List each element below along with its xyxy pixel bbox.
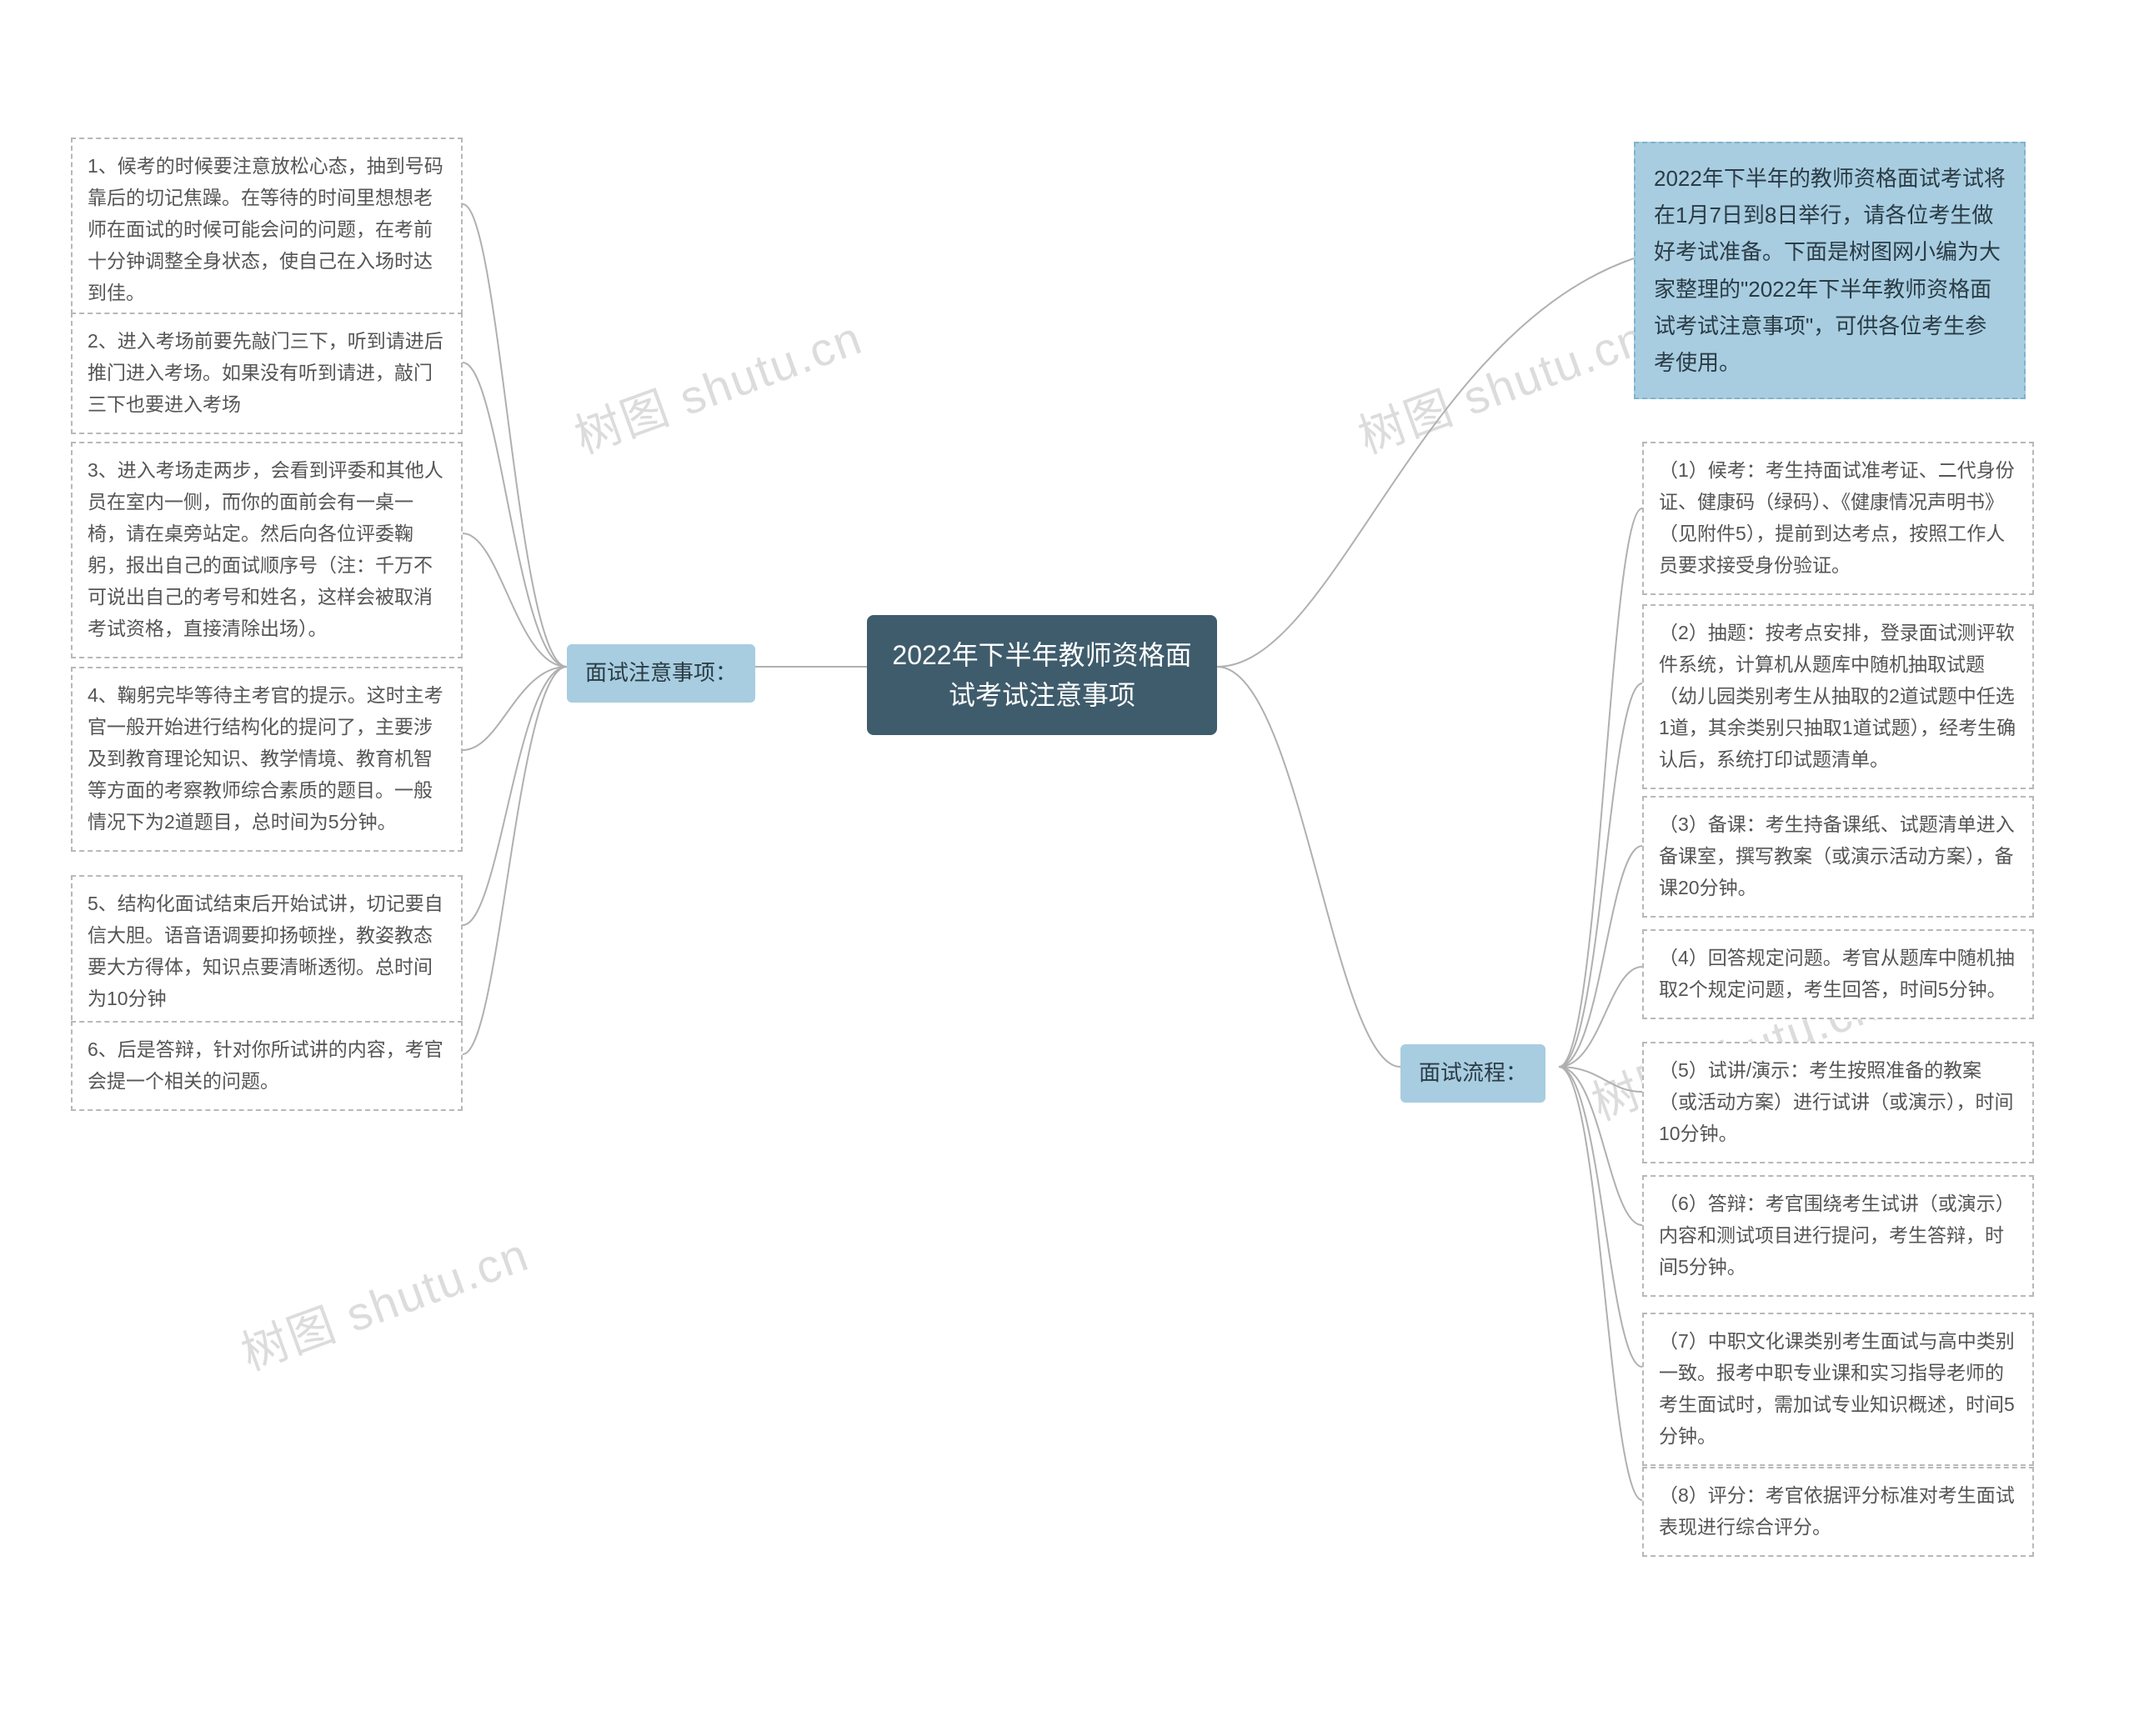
right-leaf: （2）抽题：按考点安排，登录面试测评软件系统，计算机从题库中随机抽取试题（幼儿园… xyxy=(1642,604,2034,789)
left-branch-label: 面试注意事项： xyxy=(567,644,755,703)
watermark: 树图 shutu.cn xyxy=(564,301,870,468)
right-leaf: （8）评分：考官依据评分标准对考生面试表现进行综合评分。 xyxy=(1642,1467,2034,1557)
right-leaf: （5）试讲/演示：考生按照准备的教案（或活动方案）进行试讲（或演示），时间10分… xyxy=(1642,1042,2034,1163)
right-branch-label: 面试流程： xyxy=(1400,1044,1545,1103)
right-leaf: （7）中职文化课类别考生面试与高中类别一致。报考中职专业课和实习指导老师的考生面… xyxy=(1642,1313,2034,1466)
left-leaf: 5、结构化面试结束后开始试讲，切记要自信大胆。语音语调要抑扬顿挫，教姿教态要大方… xyxy=(71,875,463,1028)
left-leaf: 3、进入考场走两步，会看到评委和其他人员在室内一侧，而你的面前会有一桌一椅，请在… xyxy=(71,442,463,658)
left-leaf: 1、候考的时候要注意放松心态，抽到号码靠后的切记焦躁。在等待的时间里想想老师在面… xyxy=(71,138,463,323)
center-title-line2: 试考试注意事项 xyxy=(949,680,1135,710)
center-node: 2022年下半年教师资格面 试考试注意事项 xyxy=(867,615,1217,735)
right-leaf: （1）候考：考生持面试准考证、二代身份证、健康码（绿码）、《健康情况声明书》（见… xyxy=(1642,442,2034,595)
right-leaf: （3）备课：考生持备课纸、试题清单进入备课室，撰写教案（或演示活动方案），备课2… xyxy=(1642,796,2034,918)
right-leaf: （4）回答规定问题。考官从题库中随机抽取2个规定问题，考生回答，时间5分钟。 xyxy=(1642,929,2034,1019)
intro-node: 2022年下半年的教师资格面试考试将在1月7日到8日举行，请各位考生做好考试准备… xyxy=(1634,142,2026,399)
left-leaf: 2、进入考场前要先敲门三下，听到请进后推门进入考场。如果没有听到请进，敲门三下也… xyxy=(71,313,463,434)
right-leaf: （6）答辩：考官围绕考生试讲（或演示）内容和测试项目进行提问，考生答辩，时间5分… xyxy=(1642,1175,2034,1297)
center-title-line1: 2022年下半年教师资格面 xyxy=(892,640,1191,670)
watermark: 树图 shutu.cn xyxy=(231,1218,537,1384)
watermark: 树图 shutu.cn xyxy=(1348,301,1654,468)
left-leaf: 4、鞠躬完毕等待主考官的提示。这时主考官一般开始进行结构化的提问了，主要涉及到教… xyxy=(71,667,463,852)
left-leaf: 6、后是答辩，针对你所试讲的内容，考官会提一个相关的问题。 xyxy=(71,1021,463,1111)
